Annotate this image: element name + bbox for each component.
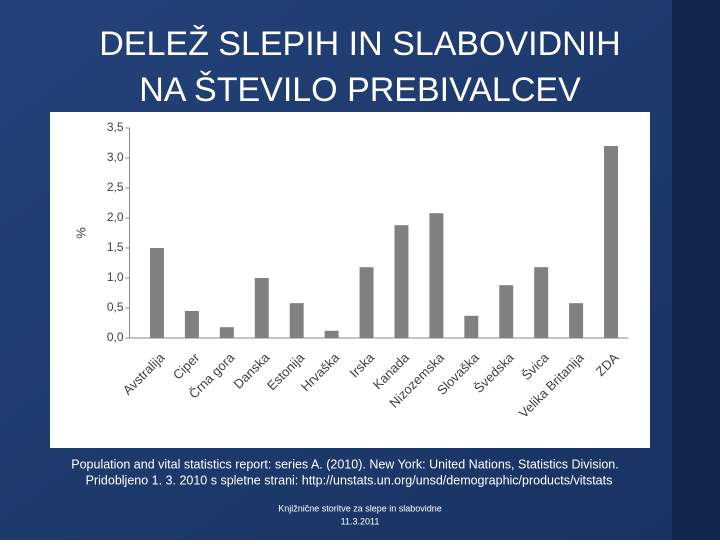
source-line: Population and vital statistics report: … — [71, 457, 618, 471]
title-line: DELEŽ SLEPIH IN SLABOVIDNIH — [99, 25, 621, 63]
chart-area — [50, 112, 650, 448]
bar — [149, 248, 164, 338]
bar — [359, 267, 374, 338]
bar — [219, 327, 234, 338]
y-axis-label: % — [73, 227, 88, 239]
bar — [324, 330, 339, 338]
y-tick-label: 2,5 — [107, 180, 124, 194]
y-tick-label: 1,0 — [107, 270, 124, 284]
bar — [254, 278, 269, 338]
footer-date: 11.3.2011 — [341, 516, 380, 526]
bar — [464, 315, 479, 338]
title-line: NA ŠTEVILO PREBIVALCEV — [139, 71, 581, 109]
y-tick-label: 3,5 — [107, 120, 124, 134]
bar — [429, 213, 444, 338]
bar — [569, 303, 584, 338]
bar — [394, 225, 409, 338]
source-line: Pridobljeno 1. 3. 2010 s spletne strani:… — [86, 473, 613, 487]
y-tick-label: 1,5 — [107, 240, 124, 254]
bar — [604, 146, 619, 338]
bar — [499, 285, 514, 338]
bar — [289, 303, 304, 338]
decorative-strip — [672, 0, 720, 540]
bar — [184, 311, 199, 338]
y-tick-label: 0,0 — [107, 330, 124, 344]
bar — [534, 267, 549, 338]
y-tick-label: 0,5 — [107, 300, 124, 314]
y-tick-label: 2,0 — [107, 210, 124, 224]
footer-text: Knjižnične storitve za slepe in slabovid… — [278, 503, 442, 513]
y-tick-label: 3,0 — [107, 150, 124, 164]
